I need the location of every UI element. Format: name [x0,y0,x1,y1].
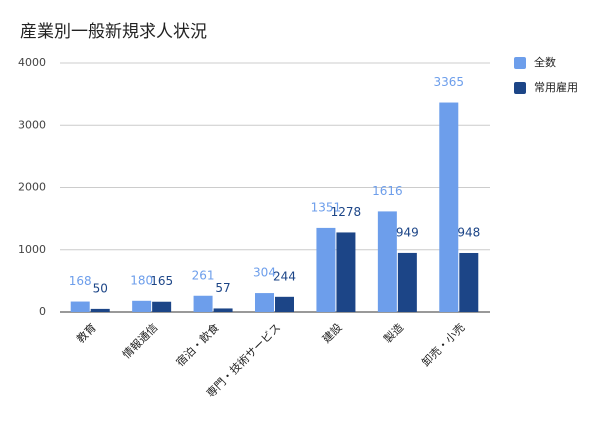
y-tick-label: 3000 [18,118,46,131]
bar [255,293,274,312]
data-label: 180 [130,273,153,287]
y-tick-label: 0 [39,305,46,318]
y-tick-label: 2000 [18,181,46,194]
bar [397,252,417,312]
data-label: 304 [253,266,276,280]
legend-swatch [514,57,526,69]
bar [193,295,213,312]
bar [316,227,336,312]
data-label: 1278 [331,205,362,219]
data-label: 948 [457,225,480,239]
bar [275,296,294,312]
bar [70,301,90,312]
data-label: 1351 [311,200,342,214]
chart-title: 産業別一般新規求人状況 [20,22,207,42]
bar [459,252,479,312]
data-label: 57 [215,281,230,295]
bar [213,308,233,312]
data-label: 168 [69,274,92,288]
y-tick-label: 4000 [18,56,46,69]
bar [90,308,110,312]
legend-label: 常用雇用 [534,80,578,94]
data-label: 165 [150,274,173,288]
legend-swatch [514,82,526,94]
bar [152,301,172,312]
legend-label: 全数 [534,55,556,69]
bar [377,211,397,312]
data-label: 261 [192,268,215,282]
bar [336,232,356,312]
data-label: 244 [273,269,296,283]
data-label: 949 [396,225,419,239]
bar [132,300,152,312]
bar [439,102,459,312]
data-label: 3365 [434,75,465,89]
data-label: 1616 [372,184,403,198]
y-tick-label: 1000 [18,243,46,256]
data-label: 50 [93,281,108,295]
